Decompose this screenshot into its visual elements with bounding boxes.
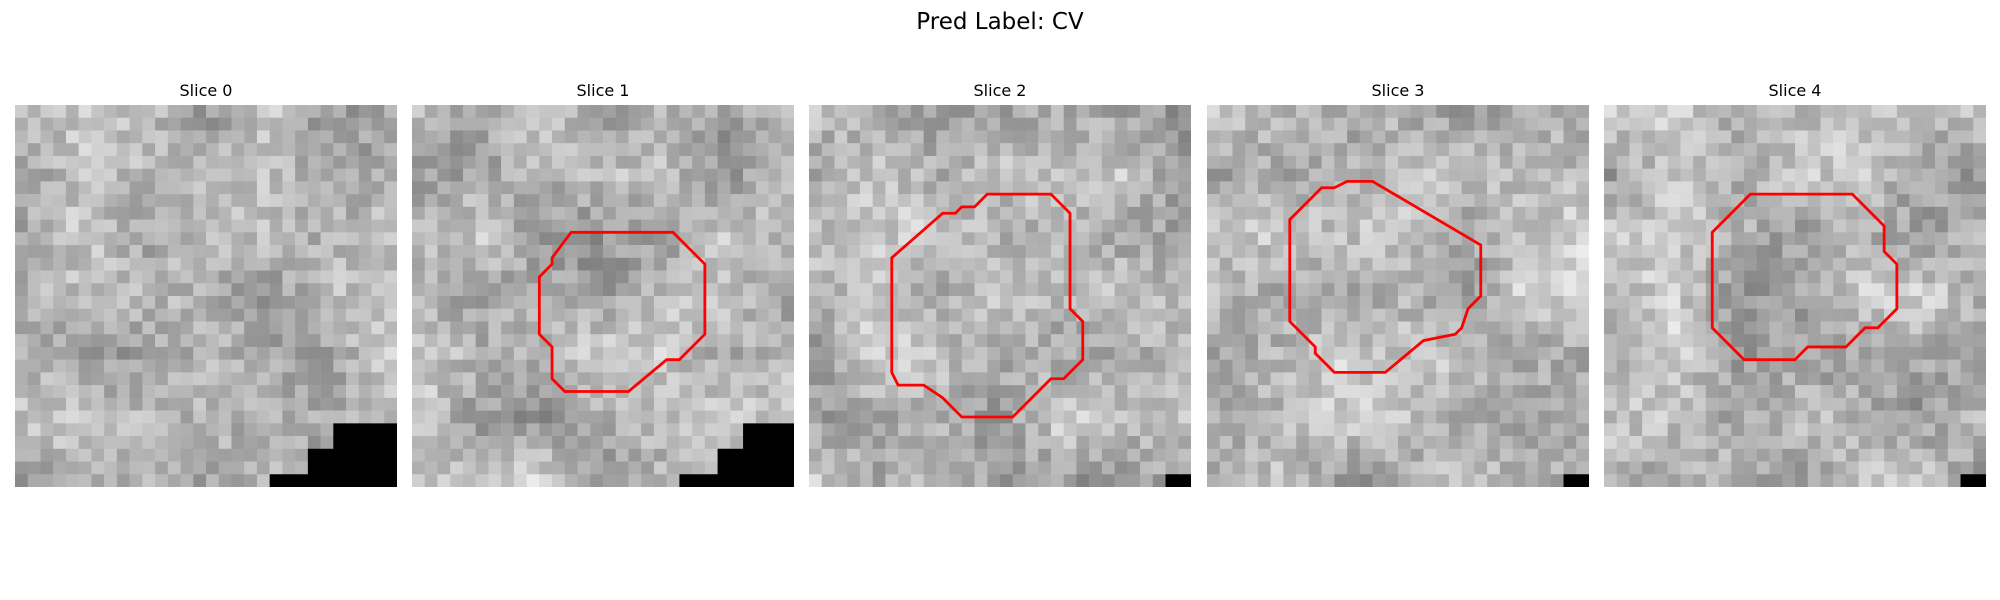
masked-region [1563,474,1589,487]
slice-panel-2: Slice 2 [809,81,1191,487]
slice-panel-3: Slice 3 [1207,81,1589,487]
masked-region [1960,474,1986,487]
slice-title-3: Slice 3 [1371,81,1425,100]
masked-region [1165,474,1191,487]
segmentation-contour [1288,179,1483,374]
masked-region [679,423,794,487]
segmentation-contour [890,192,1085,419]
pixel-grid [809,105,1191,487]
slice-image-2 [809,105,1191,487]
slice-title-0: Slice 0 [179,81,233,100]
segmentation-contour [537,230,707,393]
segmentation-contour [1710,192,1899,362]
slice-image-3 [1207,105,1589,487]
slice-panel-1: Slice 1 [412,81,794,487]
slice-panel-4: Slice 4 [1604,81,1986,487]
slice-title-1: Slice 1 [576,81,630,100]
masked-region [269,423,397,487]
slice-image-1 [412,105,794,487]
slice-image-4 [1604,105,1986,487]
slice-panel-0: Slice 0 [15,81,397,487]
slice-title-2: Slice 2 [973,81,1027,100]
slice-image-0 [15,105,397,487]
figure-title: Pred Label: CV [916,9,1084,35]
pixel-grid [1604,105,1986,487]
pixel-grid [412,105,794,487]
slice-title-4: Slice 4 [1768,81,1822,100]
pixel-grid [1207,105,1589,487]
